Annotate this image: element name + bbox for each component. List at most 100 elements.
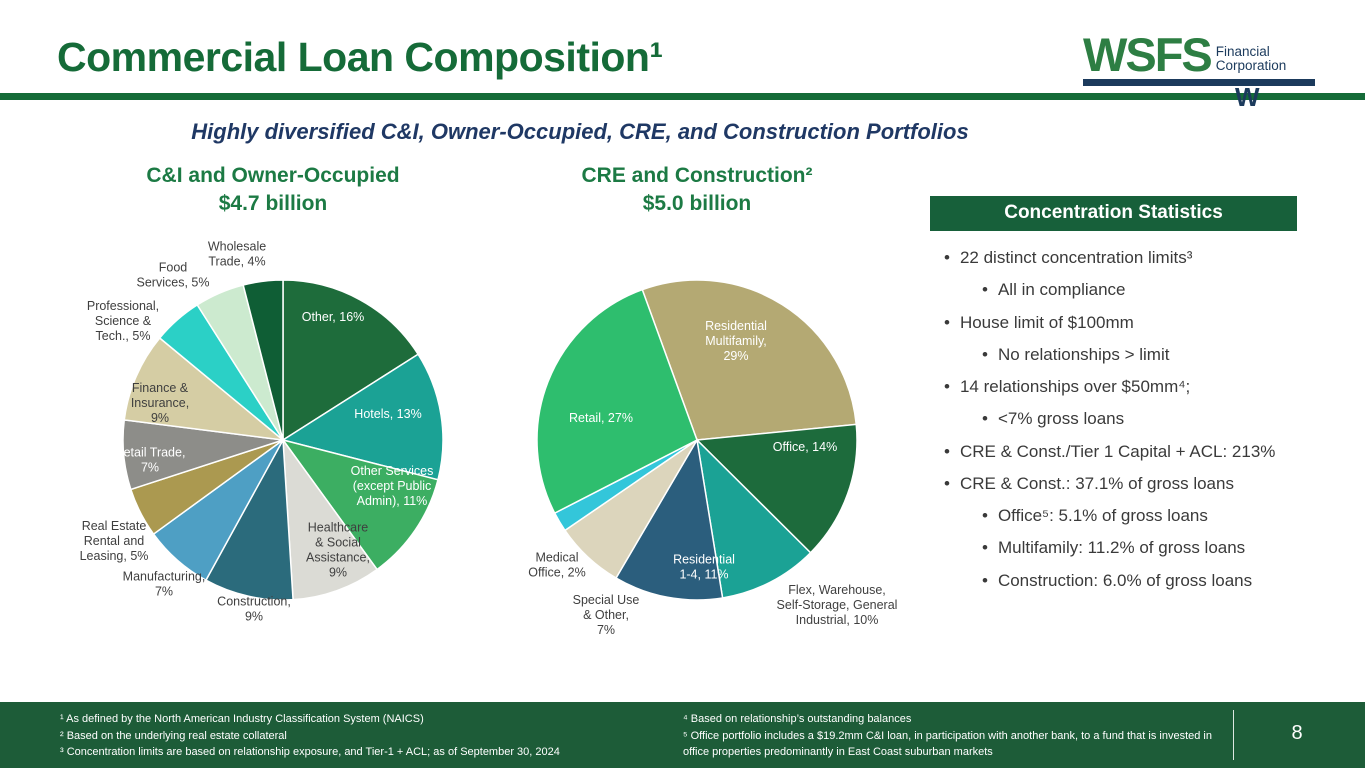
chart-ci-owner-occupied: C&I and Owner-Occupied $4.7 billion Othe… (38, 162, 508, 660)
pie-label-residential-multifamily: 29% (723, 349, 748, 363)
stat-item: • 22 distinct concentration limits³ (930, 247, 1297, 268)
stat-text: CRE & Const./Tier 1 Capital + ACL: 213% (959, 441, 1276, 461)
pie-label-hotels: Hotels, 13% (354, 407, 421, 421)
pie-label-other: Other, 16% (302, 310, 365, 324)
logo-line1: Financial (1215, 43, 1270, 59)
bullet-glyph: • (944, 312, 950, 332)
stat-item: • Construction: 6.0% of gross loans (930, 570, 1297, 591)
pie-label-flex-warehouse-self-storage-general-industrial: Self-Storage, General (777, 598, 898, 612)
pie-label-professional-science-tech: Professional, (87, 299, 159, 313)
pie-slice-residential-1-4 (615, 437, 724, 601)
pie-label-healthcare-social-assistance: Assistance, (306, 550, 370, 564)
chart2-title-block: CRE and Construction² $5.0 billion (462, 162, 932, 219)
pie-slice-wholesale-trade (242, 278, 284, 440)
bullet-glyph: • (982, 538, 988, 558)
pie-label-special-use-other: & Other, (583, 608, 629, 622)
chart1-title-block: C&I and Owner-Occupied $4.7 billion (38, 162, 508, 219)
pie-label-residential-1-4: 1-4, 11% (679, 567, 728, 581)
logo-wordmark: WSFS (1083, 28, 1213, 81)
pie-label-medical-office: Medical (535, 550, 578, 564)
pie-slice-flex-warehouse-self-storage-general-industrial (695, 437, 812, 599)
pie-slice-healthcare-social-assistance (282, 437, 379, 601)
pie-label-medical-office: Office, 2% (528, 565, 585, 579)
pie-label-other-services-except-public-admin: Other Services (351, 464, 434, 478)
stat-text: No relationships > limit (997, 344, 1170, 364)
pie-label-healthcare-social-assistance: & Social (315, 535, 361, 549)
footnotes-right: ⁴ Based on relationship’s outstanding ba… (683, 711, 1231, 761)
pie-label-wholesale-trade: Trade, 4% (208, 254, 265, 268)
bullet-glyph: • (944, 377, 950, 396)
logo-subtext: Financial Corporation (1215, 43, 1287, 77)
pie-slice-office (695, 423, 858, 554)
stat-item: • House limit of $100mm (930, 312, 1297, 333)
footnote: ⁵ Office portfolio includes a $19.2mm C&… (683, 729, 1212, 759)
footnotes-left: ¹ As defined by the North American Indus… (60, 711, 660, 761)
bullet-glyph: • (982, 344, 988, 364)
pie-label-special-use-other: 7% (597, 623, 615, 637)
chart2-total: $5.0 billion (642, 192, 752, 216)
stat-text: <7% gross loans (997, 409, 1125, 429)
pie-label-real-estate-rental-and-leasing: Rental and (84, 534, 145, 548)
pie-slice-finance-insurance (123, 336, 286, 441)
pie-label-office: Office, 14% (773, 440, 837, 454)
stat-item: • CRE & Const./Tier 1 Capital + ACL: 213% (930, 441, 1297, 462)
pie-label-manufacturing: Manufacturing, (123, 569, 206, 583)
stat-text: All in compliance (997, 280, 1126, 300)
stat-text: House limit of $100mm (959, 312, 1134, 332)
pie-label-professional-science-tech: Tech., 5% (96, 329, 151, 343)
footnote: ¹ As defined by the North American Indus… (60, 713, 424, 725)
bullet-glyph: • (982, 506, 988, 525)
stat-item: • <7% gross loans (930, 408, 1297, 429)
stat-text: CRE & Const.: 37.1% of gross loans (959, 473, 1234, 493)
pie-label-construction: Construction, (217, 594, 291, 608)
stats-header: Concentration Statistics (930, 196, 1297, 231)
bullet-glyph: • (944, 473, 950, 493)
page-number: 8 (1291, 722, 1303, 744)
pie-label-retail: Retail, 27% (569, 411, 633, 425)
pie-label-other-services-except-public-admin: Admin), 11% (357, 494, 428, 508)
logo-row: WSFS Financial Corporation (1083, 28, 1315, 81)
footnote: ⁴ Based on relationship’s outstanding ba… (683, 713, 912, 725)
stat-text: 22 distinct concentration limits³ (959, 248, 1193, 267)
pie-slice-hotels (281, 352, 444, 481)
wsfs-logo: WSFS Financial Corporation W (1083, 28, 1315, 113)
pie-label-residential-multifamily: Multifamily, (705, 334, 767, 348)
pie-label-residential-1-4: Residential (673, 552, 735, 566)
pie-label-manufacturing: 7% (155, 584, 173, 598)
pie-label-food-services: Services, 5% (137, 275, 210, 289)
pie-svg-1: Other, 16% Hotels, 13% Other Services(exce… (80, 239, 444, 623)
pie-label-construction: 9% (245, 609, 263, 623)
footer-divider (1233, 710, 1234, 760)
stat-item: • Office⁵: 5.1% of gross loans (930, 505, 1297, 526)
pie-label-healthcare-social-assistance: Healthcare (308, 520, 368, 534)
logo-bar (1083, 79, 1315, 87)
pie-label-finance-insurance: Insurance, (131, 396, 189, 410)
bullet-glyph: • (944, 248, 950, 267)
footnote: ³ Concentration limits are based on rela… (60, 746, 560, 758)
bullet-glyph: • (982, 409, 988, 429)
stat-text: Multifamily: 11.2% of gross loans (997, 538, 1246, 558)
stat-text: Office⁵: 5.1% of gross loans (997, 506, 1208, 525)
pie-slice-residential-multifamily (641, 278, 858, 441)
footer: ¹ As defined by the North American Indus… (0, 702, 1365, 768)
stat-item: • CRE & Const.: 37.1% of gross loans (930, 473, 1297, 494)
pie-label-professional-science-tech: Science & (95, 314, 152, 328)
page-title: Commercial Loan Composition¹ (57, 34, 663, 80)
stat-item: • No relationships > limit (930, 344, 1297, 365)
logo-line2: Corporation (1215, 58, 1287, 74)
stats-list: • 22 distinct concentration limits³ • All i… (930, 231, 1297, 591)
pie-label-healthcare-social-assistance: 9% (329, 565, 347, 579)
stat-item: • 14 relationships over $50mm⁴; (930, 376, 1297, 397)
pie-label-retail-trade: Retail Trade, (115, 445, 186, 459)
chart1-title: C&I and Owner-Occupied (146, 164, 400, 187)
logo-w-mark: W (1235, 82, 1260, 113)
chart2-title: CRE and Construction² (581, 164, 813, 187)
stat-text: 14 relationships over $50mm⁴; (959, 377, 1191, 396)
subtitle: Highly diversified C&I, Owner-Occupied, … (191, 119, 969, 144)
bullet-glyph: • (982, 570, 988, 590)
pie-label-wholesale-trade: Wholesale (208, 239, 266, 253)
pie-label-retail-trade: 7% (141, 460, 159, 474)
pie-label-residential-multifamily: Residential (705, 319, 767, 333)
